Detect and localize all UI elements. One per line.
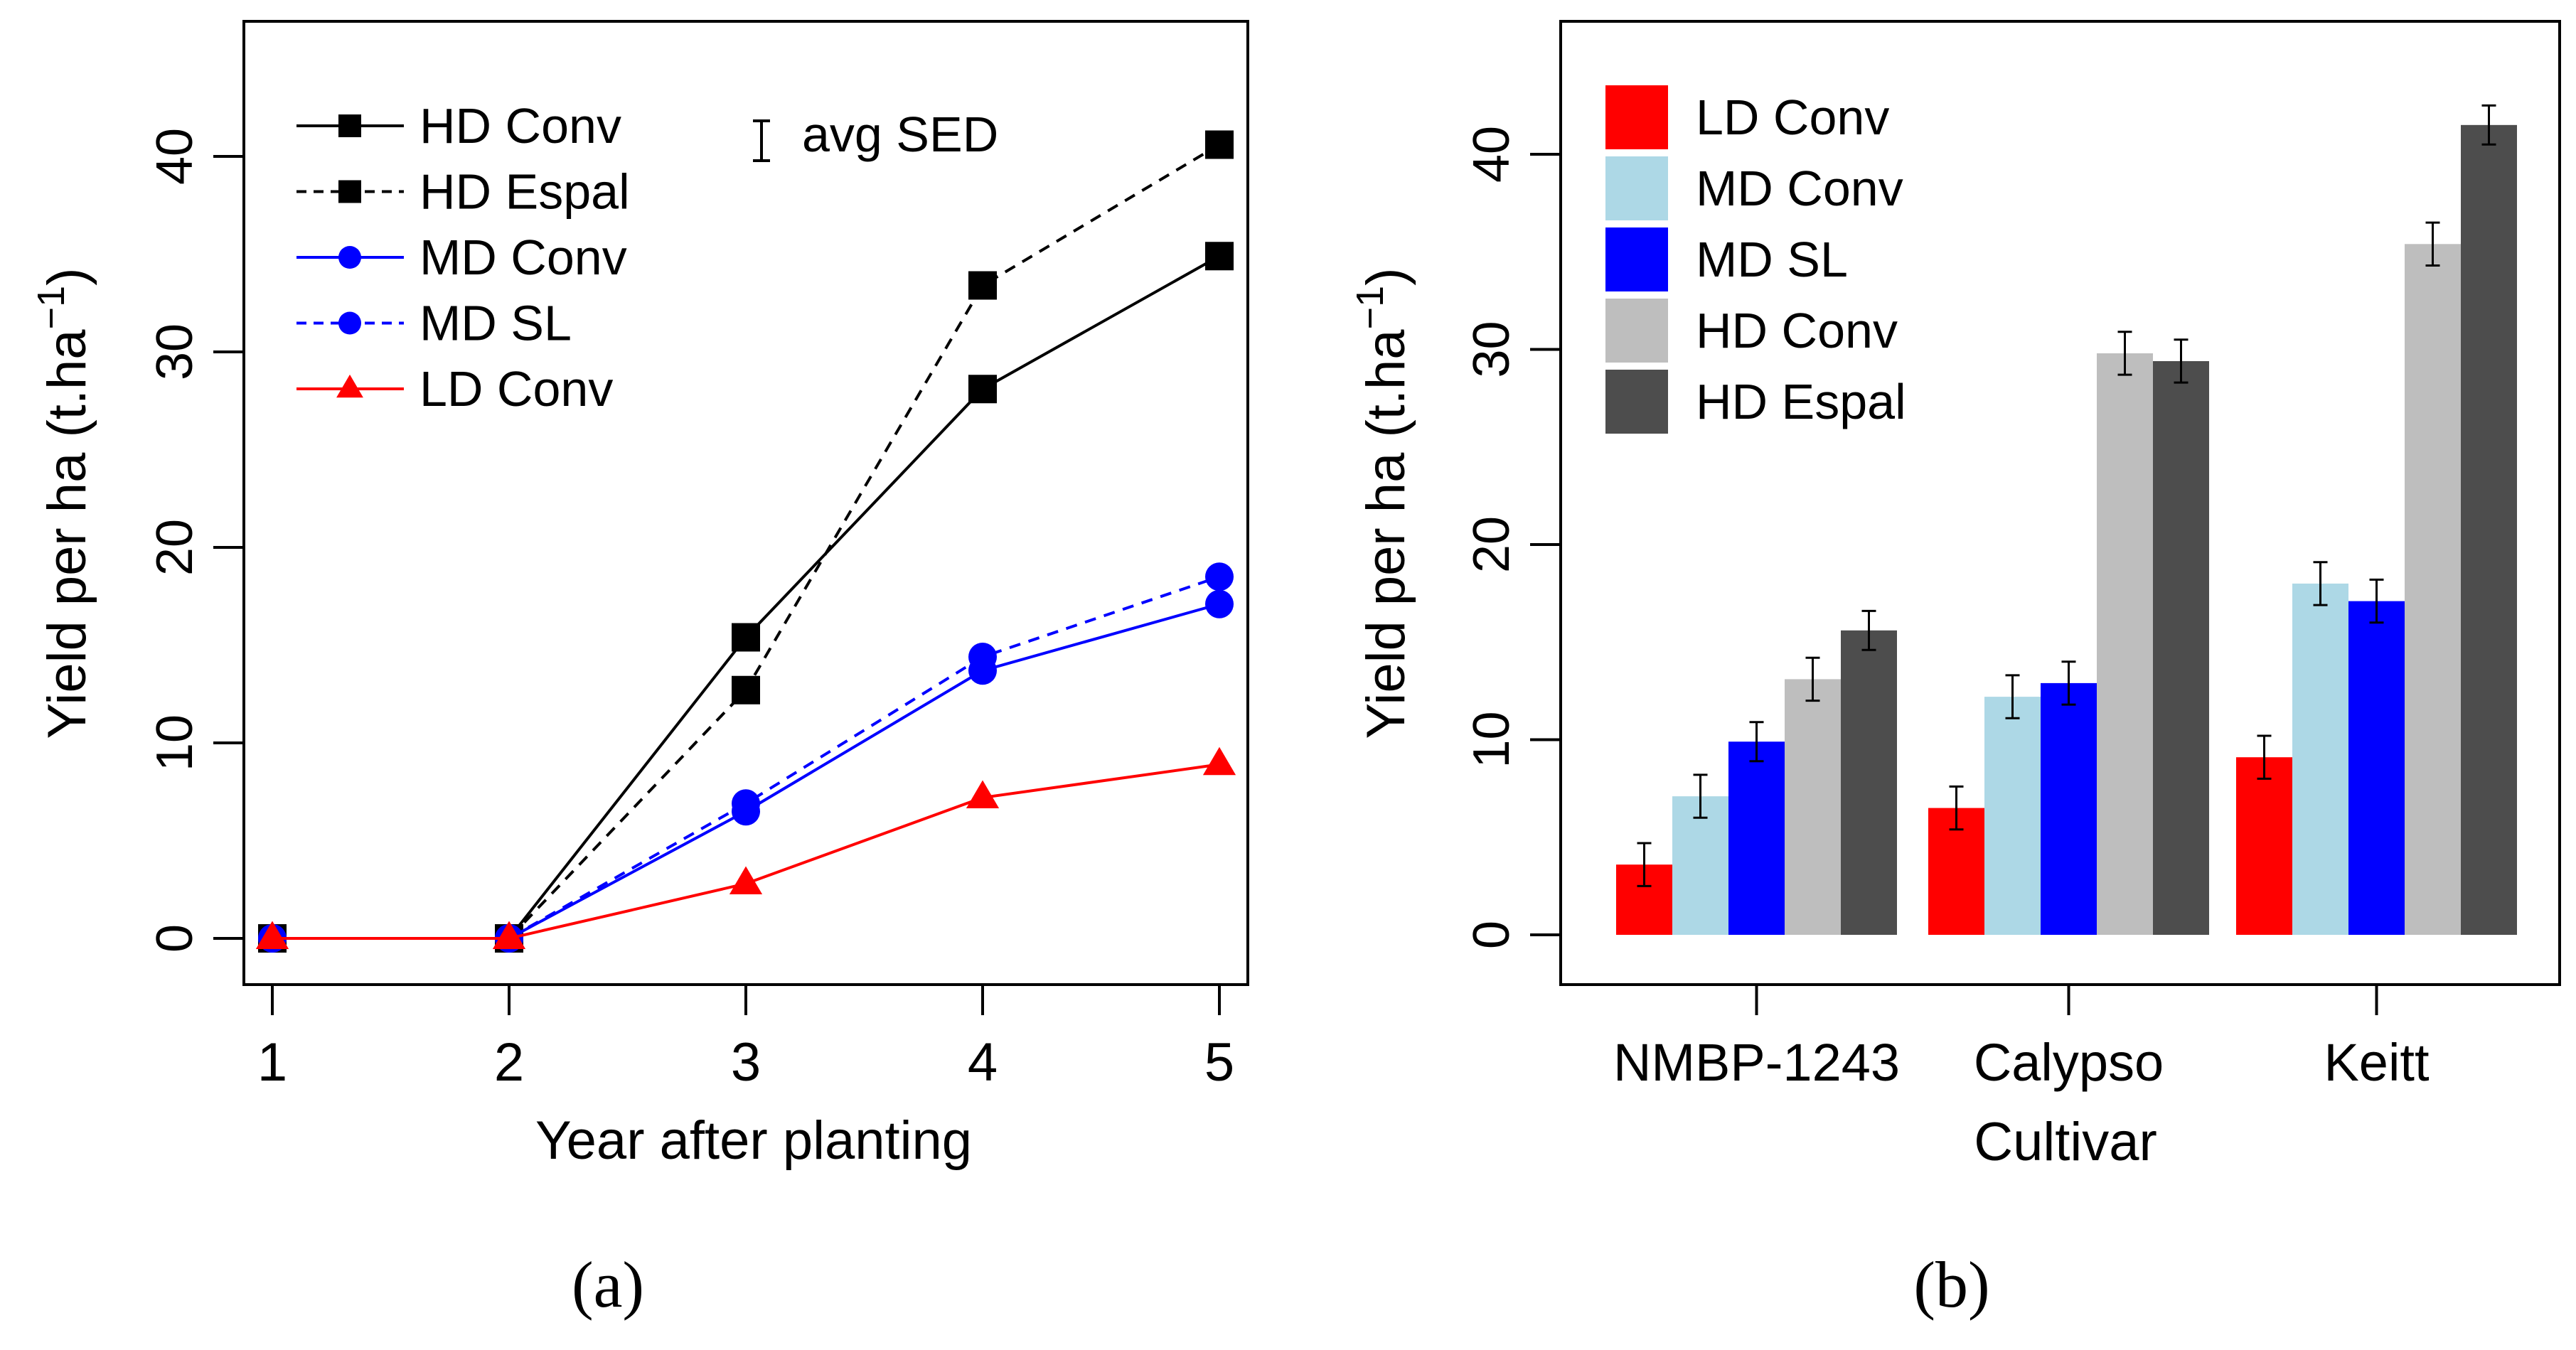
panel-a-legend-marker-4 bbox=[336, 374, 363, 398]
avg-sed-annotation: avg SED bbox=[753, 107, 998, 162]
panel-a-y-axis-title-close: ) bbox=[37, 268, 97, 286]
panel-b-legend-label-0: LD Conv bbox=[1696, 90, 1889, 145]
panel-a-y-axis: 0 10 20 30 40 bbox=[146, 128, 245, 953]
panel-a-legend-label-1: HD Espal bbox=[419, 164, 630, 220]
panel-a-series-3-point bbox=[732, 789, 760, 818]
panel-a-series-0-point bbox=[732, 623, 760, 652]
panel-b-y-tick-label: 30 bbox=[1463, 321, 1520, 377]
panel-a-series-1-point bbox=[732, 675, 760, 705]
panel-b-legend-swatch-4 bbox=[1605, 370, 1668, 434]
panel-a-series-4-point bbox=[1202, 746, 1236, 776]
panel-a-x-tick-label: 5 bbox=[1204, 1032, 1234, 1093]
panel-b-bar-1-3 bbox=[2097, 353, 2153, 935]
panel-b-y-tick-label: 10 bbox=[1463, 711, 1520, 768]
panel-a-y-axis-title-main: Yield per ha (t.ha bbox=[37, 329, 97, 739]
panel-a-legend-label-3: MD SL bbox=[419, 296, 572, 351]
panel-b-bar-0-1 bbox=[1672, 796, 1728, 935]
panel-b-y-axis-title-main: Yield per ha (t.ha bbox=[1356, 329, 1416, 739]
panel-a-y-tick-label: 30 bbox=[146, 323, 203, 380]
panel-b-legend-swatch-0 bbox=[1605, 85, 1668, 149]
panel-a-series-3-point bbox=[968, 643, 997, 671]
panel-a-series-1-point bbox=[1205, 130, 1234, 159]
panel-a-series-line-0 bbox=[272, 255, 1220, 940]
panel-a-legend-marker-2 bbox=[338, 246, 361, 269]
panel-b-bar-2-4 bbox=[2461, 124, 2517, 936]
panel-b-bar-1-4 bbox=[2153, 360, 2209, 936]
panel-a-series-4-point bbox=[492, 921, 526, 950]
panel-b-legend-label-4: HD Espal bbox=[1696, 374, 1906, 429]
panel-b-legend-label-1: MD Conv bbox=[1696, 161, 1903, 216]
panel-a-y-tick-label: 10 bbox=[146, 714, 203, 771]
panel-a-series-4-point bbox=[729, 866, 763, 895]
panel-a-line-chart: 0 10 20 30 40 1 2 3 4 5 HD Conv HD Espal MD Conv MD… bbox=[30, 20, 1249, 1321]
panel-b-bar-2-1 bbox=[2292, 583, 2348, 935]
panel-a-y-tick-label: 40 bbox=[146, 128, 203, 185]
panel-a-y-axis-title: Yield per ha (t.ha−1) bbox=[30, 268, 97, 739]
panel-a-series-4-point bbox=[255, 921, 289, 950]
panel-b-bar-1-2 bbox=[2041, 682, 2097, 935]
panel-a-x-tick-label: 2 bbox=[494, 1032, 524, 1093]
panel-b-legend-swatch-1 bbox=[1605, 156, 1668, 220]
panel-b-legend-swatch-2 bbox=[1605, 227, 1668, 291]
panel-a-series-1-point bbox=[968, 271, 997, 300]
panel-b-bar-0-2 bbox=[1728, 741, 1785, 935]
panel-a-x-tick-label: 1 bbox=[257, 1032, 287, 1093]
panel-b-label: (b) bbox=[1913, 1248, 1989, 1321]
panel-a-series-0-point bbox=[968, 375, 997, 404]
panel-b-legend-swatch-3 bbox=[1605, 299, 1668, 363]
panel-b-bar-0-4 bbox=[1841, 630, 1897, 935]
panel-b-y-tick-label: 40 bbox=[1463, 126, 1520, 183]
panel-a-legend-label-2: MD Conv bbox=[419, 230, 627, 285]
panel-a-series-3-point bbox=[1205, 562, 1234, 591]
panel-b-legend: LD Conv MD Conv MD SL HD Conv HD Espal bbox=[1605, 85, 1906, 434]
panel-a-x-tick-label: 4 bbox=[968, 1032, 998, 1093]
panel-b-bar-2-3 bbox=[2405, 244, 2461, 935]
panel-a-legend-marker-1 bbox=[338, 180, 361, 203]
panel-b-x-tick-label-0: NMBP-1243 bbox=[1613, 1033, 1900, 1092]
panel-b-bar-2-2 bbox=[2348, 601, 2405, 935]
panel-a-legend-label-4: LD Conv bbox=[419, 361, 613, 417]
panel-a-x-axis-title: Year after planting bbox=[535, 1110, 972, 1171]
panel-a-series-0-point bbox=[1205, 242, 1234, 271]
panel-a-plot-border bbox=[242, 20, 1249, 986]
panel-b-y-axis: 0 10 20 30 40 bbox=[1463, 126, 1562, 949]
panel-b-bar-2-0 bbox=[2236, 757, 2292, 935]
panel-b-bar-0-3 bbox=[1785, 679, 1841, 935]
panel-b-x-tick-label-2: Keitt bbox=[2324, 1033, 2430, 1092]
panel-a-x-axis: 1 2 3 4 5 bbox=[257, 983, 1234, 1093]
panel-a-legend-marker-3 bbox=[338, 311, 361, 335]
panel-b-legend-label-2: MD SL bbox=[1696, 232, 1848, 287]
panel-b-x-axis: NMBP-1243 Calypso Keitt bbox=[1613, 983, 2430, 1092]
panel-a-legend: HD Conv HD Espal MD Conv MD SL LD Conv bbox=[296, 98, 630, 417]
panel-b-bars bbox=[1616, 104, 2517, 936]
panel-a-y-tick-label: 0 bbox=[146, 924, 203, 953]
panel-b-x-tick-label-1: Calypso bbox=[1974, 1033, 2164, 1092]
panel-b-y-tick-label: 20 bbox=[1463, 516, 1520, 573]
panel-a-x-tick-label: 3 bbox=[731, 1032, 761, 1093]
panel-b-y-axis-title: Yield per ha (t.ha−1) bbox=[1349, 268, 1416, 739]
panel-a-series-4-point bbox=[966, 780, 1000, 809]
panel-a-y-tick-label: 20 bbox=[146, 519, 203, 576]
panel-b-legend-label-3: HD Conv bbox=[1696, 303, 1898, 358]
panel-a-legend-label-0: HD Conv bbox=[419, 98, 621, 154]
panel-b-x-axis-title: Cultivar bbox=[1974, 1112, 2157, 1172]
avg-sed-label: avg SED bbox=[802, 107, 998, 162]
panel-a-series bbox=[255, 130, 1236, 953]
panel-a-legend-marker-0 bbox=[338, 114, 361, 137]
panel-b-y-axis-title-close: ) bbox=[1356, 268, 1416, 286]
panel-a-label: (a) bbox=[572, 1248, 644, 1321]
panel-b-bar-1-1 bbox=[1984, 697, 2041, 935]
panel-b-y-axis-title-superscript: −1 bbox=[1349, 286, 1391, 330]
panel-b-y-tick-label: 0 bbox=[1463, 921, 1520, 949]
panel-a-y-axis-title-superscript: −1 bbox=[30, 286, 73, 330]
panel-b-bar-chart: 0 10 20 30 40 NMBP-1243 Calypso Keitt LD Conv M… bbox=[1349, 20, 2561, 1321]
panel-a-series-2-point bbox=[1205, 589, 1234, 618]
